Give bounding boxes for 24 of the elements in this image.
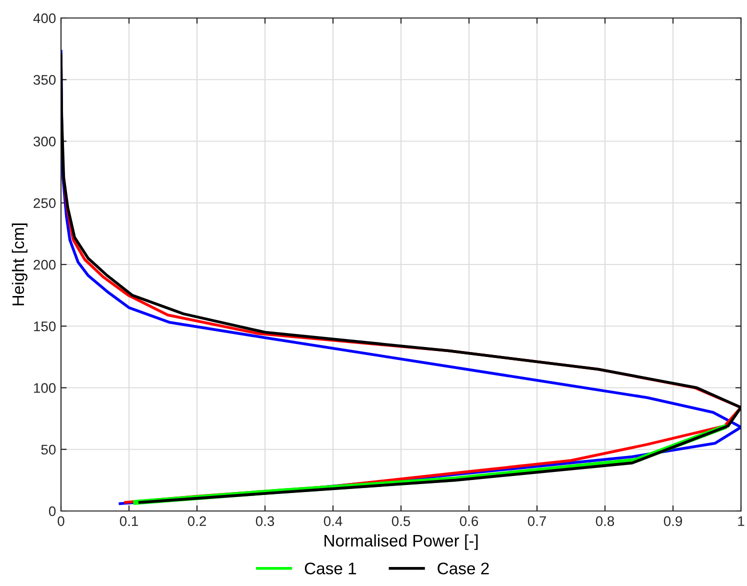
y-tick-label: 300 bbox=[34, 136, 56, 146]
x-tick-label: 0.1 bbox=[120, 516, 138, 526]
y-tick-label: 200 bbox=[34, 260, 56, 270]
legend-label: Case 1 bbox=[304, 562, 356, 574]
x-tick-label: 0 bbox=[58, 516, 64, 526]
legend-label: Case 2 bbox=[438, 562, 489, 574]
y-tick-label: 150 bbox=[34, 321, 56, 332]
x-tick-label: 0.2 bbox=[188, 516, 206, 526]
x-tick-label: 0.3 bbox=[256, 516, 274, 526]
y-tick-label: 50 bbox=[41, 444, 56, 455]
x-tick-label: 0.6 bbox=[460, 516, 478, 526]
x-tick-label: 0.7 bbox=[528, 516, 546, 526]
y-axis-title: Height [cm] bbox=[12, 224, 28, 306]
x-tick-label: 0.5 bbox=[392, 516, 410, 526]
x-tick-label: 0.4 bbox=[324, 516, 342, 526]
y-tick-label: 100 bbox=[34, 383, 56, 393]
x-tick-label: 0.8 bbox=[596, 516, 614, 526]
y-tick-label: 250 bbox=[34, 198, 56, 208]
y-tick-label: 0 bbox=[48, 506, 56, 516]
x-tick-label: 1 bbox=[738, 516, 744, 526]
y-tick-label: 350 bbox=[34, 74, 56, 85]
x-tick-label: 0.9 bbox=[664, 516, 682, 526]
x-axis-title: Normalised Power [-] bbox=[324, 534, 478, 550]
y-tick-label: 400 bbox=[33, 13, 56, 24]
